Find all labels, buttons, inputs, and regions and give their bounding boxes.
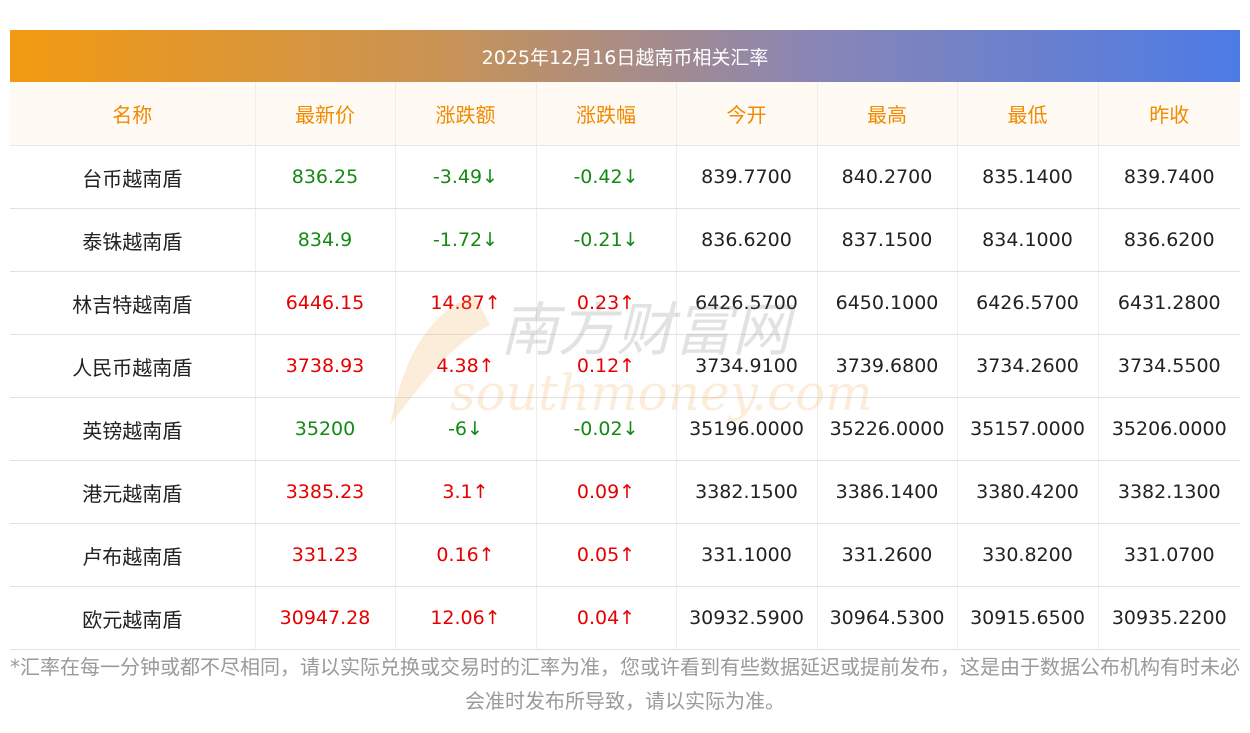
change-percent-cell: 0.23↑ — [536, 271, 677, 335]
table-row: 英镑越南盾 35200 -6↓ -0.02↓ 35196.0000 35226.0000 3… — [10, 397, 1240, 461]
header-change-amount: 涨跌额 — [395, 82, 537, 146]
change-percent-cell: 0.04↑ — [536, 586, 677, 650]
prev-close-cell: 839.7400 — [1098, 145, 1240, 209]
high-price-cell: 331.2600 — [817, 523, 958, 587]
prev-close-cell: 836.6200 — [1098, 208, 1240, 272]
prev-close-cell: 3734.5500 — [1098, 334, 1240, 398]
prev-close-cell: 6431.2800 — [1098, 271, 1240, 335]
currency-name-cell: 泰铢越南盾 — [10, 208, 256, 272]
change-amount-cell: 0.16↑ — [395, 523, 537, 587]
open-price-cell: 6426.5700 — [676, 271, 818, 335]
latest-price-cell: 6446.15 — [255, 271, 396, 335]
header-high: 最高 — [817, 82, 958, 146]
change-amount-cell: 3.1↑ — [395, 460, 537, 524]
low-price-cell: 6426.5700 — [957, 271, 1099, 335]
low-price-cell: 835.1400 — [957, 145, 1099, 209]
low-price-cell: 35157.0000 — [957, 397, 1099, 461]
high-price-cell: 3739.6800 — [817, 334, 958, 398]
change-percent-cell: 0.05↑ — [536, 523, 677, 587]
header-name: 名称 — [10, 82, 256, 146]
change-amount-cell: -3.49↓ — [395, 145, 537, 209]
high-price-cell: 6450.1000 — [817, 271, 958, 335]
header-open: 今开 — [676, 82, 818, 146]
change-percent-cell: -0.42↓ — [536, 145, 677, 209]
open-price-cell: 331.1000 — [676, 523, 818, 587]
latest-price-cell: 3738.93 — [255, 334, 396, 398]
latest-price-cell: 836.25 — [255, 145, 396, 209]
change-percent-cell: -0.02↓ — [536, 397, 677, 461]
change-amount-cell: -1.72↓ — [395, 208, 537, 272]
table-title: 2025年12月16日越南币相关汇率 — [481, 46, 769, 69]
latest-price-cell: 35200 — [255, 397, 396, 461]
change-percent-cell: -0.21↓ — [536, 208, 677, 272]
low-price-cell: 3380.4200 — [957, 460, 1099, 524]
header-change-percent: 涨跌幅 — [536, 82, 677, 146]
table-header-row: 名称 最新价 涨跌额 涨跌幅 今开 最高 最低 昨收 — [10, 82, 1240, 146]
prev-close-cell: 35206.0000 — [1098, 397, 1240, 461]
latest-price-cell: 3385.23 — [255, 460, 396, 524]
open-price-cell: 30932.5900 — [676, 586, 818, 650]
prev-close-cell: 3382.1300 — [1098, 460, 1240, 524]
header-latest-price: 最新价 — [255, 82, 396, 146]
latest-price-cell: 834.9 — [255, 208, 396, 272]
table-row: 欧元越南盾 30947.28 12.06↑ 0.04↑ 30932.5900 30964.… — [10, 586, 1240, 650]
low-price-cell: 330.8200 — [957, 523, 1099, 587]
change-amount-cell: 12.06↑ — [395, 586, 537, 650]
disclaimer-note: *汇率在每一分钟或都不尽相同，请以实际兑换或交易时的汇率为准，您或许看到有些数据… — [10, 655, 1240, 713]
change-percent-cell: 0.12↑ — [536, 334, 677, 398]
open-price-cell: 836.6200 — [676, 208, 818, 272]
exchange-rate-table: 名称 最新价 涨跌额 涨跌幅 今开 最高 最低 昨收 台币越南盾 836.25 -3… — [10, 82, 1240, 650]
currency-name-cell: 港元越南盾 — [10, 460, 256, 524]
table-row: 人民币越南盾 3738.93 4.38↑ 0.12↑ 3734.9100 3739.680… — [10, 334, 1240, 398]
table-row: 台币越南盾 836.25 -3.49↓ -0.42↓ 839.7700 840.2700 8… — [10, 145, 1240, 209]
change-amount-cell: 4.38↑ — [395, 334, 537, 398]
currency-name-cell: 台币越南盾 — [10, 145, 256, 209]
open-price-cell: 839.7700 — [676, 145, 818, 209]
currency-name-cell: 人民币越南盾 — [10, 334, 256, 398]
table-title-bar: 2025年12月16日越南币相关汇率 — [10, 30, 1240, 82]
low-price-cell: 834.1000 — [957, 208, 1099, 272]
latest-price-cell: 331.23 — [255, 523, 396, 587]
change-percent-cell: 0.09↑ — [536, 460, 677, 524]
table-row: 卢布越南盾 331.23 0.16↑ 0.05↑ 331.1000 331.2600 330… — [10, 523, 1240, 587]
table-body: 台币越南盾 836.25 -3.49↓ -0.42↓ 839.7700 840.2700 8… — [10, 145, 1240, 650]
open-price-cell: 3382.1500 — [676, 460, 818, 524]
header-low: 最低 — [957, 82, 1099, 146]
header-prev-close: 昨收 — [1098, 82, 1240, 146]
currency-name-cell: 卢布越南盾 — [10, 523, 256, 587]
high-price-cell: 30964.5300 — [817, 586, 958, 650]
latest-price-cell: 30947.28 — [255, 586, 396, 650]
high-price-cell: 837.1500 — [817, 208, 958, 272]
currency-name-cell: 英镑越南盾 — [10, 397, 256, 461]
prev-close-cell: 30935.2200 — [1098, 586, 1240, 650]
high-price-cell: 3386.1400 — [817, 460, 958, 524]
high-price-cell: 35226.0000 — [817, 397, 958, 461]
low-price-cell: 3734.2600 — [957, 334, 1099, 398]
rate-table-container: 2025年12月16日越南币相关汇率 名称 最新价 涨跌额 涨跌幅 今开 最高 … — [10, 30, 1240, 650]
open-price-cell: 35196.0000 — [676, 397, 818, 461]
table-row: 林吉特越南盾 6446.15 14.87↑ 0.23↑ 6426.5700 6450.10… — [10, 271, 1240, 335]
currency-name-cell: 欧元越南盾 — [10, 586, 256, 650]
high-price-cell: 840.2700 — [817, 145, 958, 209]
change-amount-cell: 14.87↑ — [395, 271, 537, 335]
change-amount-cell: -6↓ — [395, 397, 537, 461]
table-row: 港元越南盾 3385.23 3.1↑ 0.09↑ 3382.1500 3386.1400 3… — [10, 460, 1240, 524]
currency-name-cell: 林吉特越南盾 — [10, 271, 256, 335]
low-price-cell: 30915.6500 — [957, 586, 1099, 650]
table-row: 泰铢越南盾 834.9 -1.72↓ -0.21↓ 836.6200 837.1500 83… — [10, 208, 1240, 272]
prev-close-cell: 331.0700 — [1098, 523, 1240, 587]
open-price-cell: 3734.9100 — [676, 334, 818, 398]
